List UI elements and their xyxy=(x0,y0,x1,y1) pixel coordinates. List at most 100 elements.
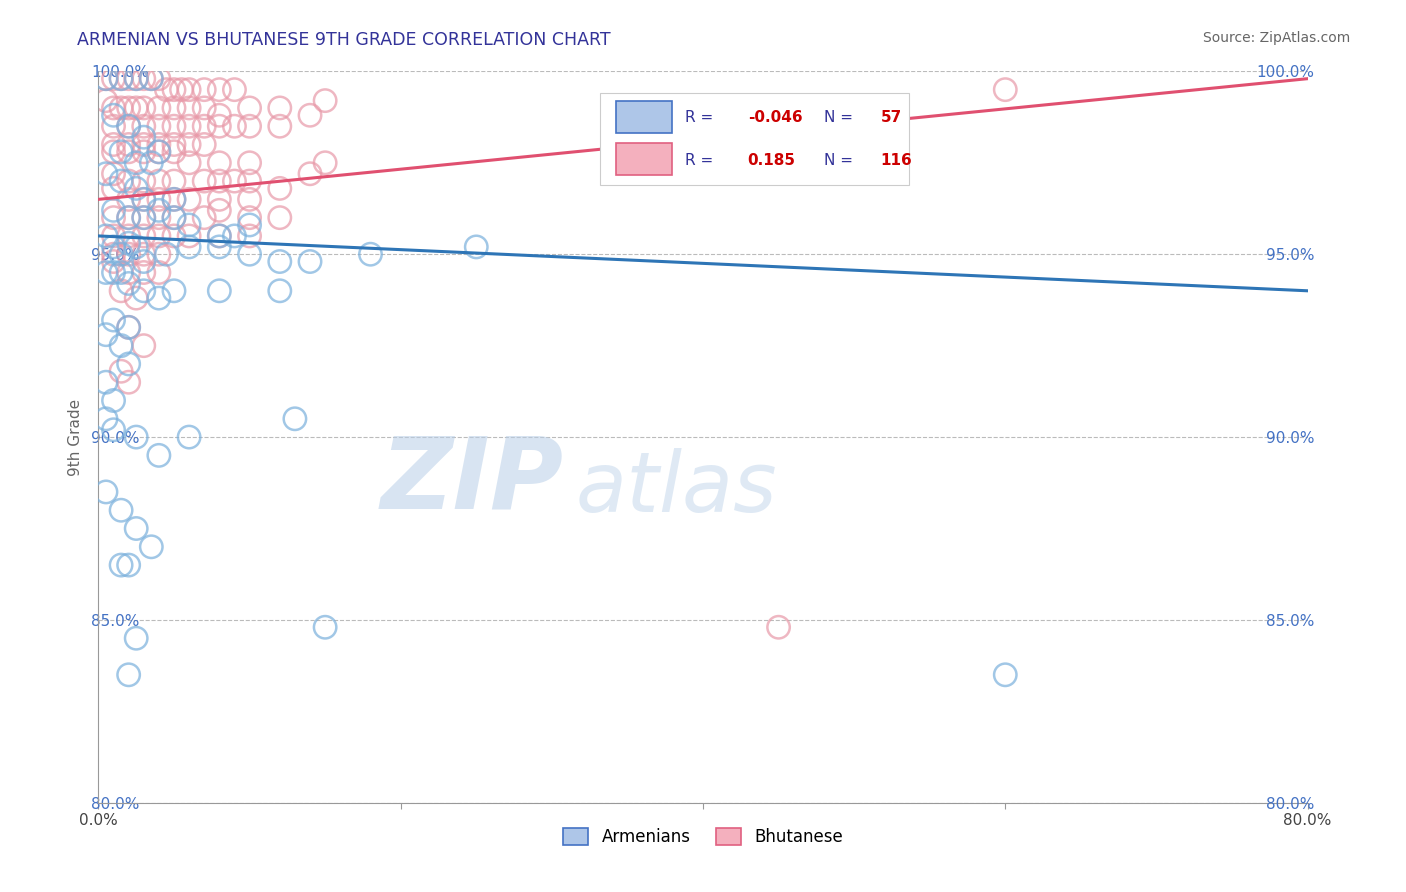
Point xyxy=(193,137,215,152)
Point xyxy=(193,83,215,97)
Point xyxy=(163,229,186,244)
Point xyxy=(132,247,155,261)
Point xyxy=(208,174,231,188)
Point xyxy=(103,108,125,122)
Point xyxy=(224,83,246,97)
Point xyxy=(208,284,231,298)
Point xyxy=(148,448,170,462)
Point xyxy=(94,167,117,181)
Point xyxy=(103,101,125,115)
Point xyxy=(239,101,262,115)
Point xyxy=(224,229,246,244)
Point xyxy=(94,327,117,342)
Text: -0.046: -0.046 xyxy=(748,111,803,126)
Point xyxy=(103,181,125,195)
Point xyxy=(110,558,132,573)
Point xyxy=(132,266,155,280)
Point xyxy=(118,193,141,207)
Point xyxy=(132,193,155,207)
Point xyxy=(132,339,155,353)
Point xyxy=(299,254,322,268)
Point xyxy=(103,211,125,225)
Point xyxy=(110,266,132,280)
Point xyxy=(193,101,215,115)
Text: 0.185: 0.185 xyxy=(748,153,796,168)
Point xyxy=(110,364,132,378)
Point xyxy=(179,430,201,444)
Text: N =: N = xyxy=(824,111,853,126)
FancyBboxPatch shape xyxy=(600,94,908,185)
Point xyxy=(269,181,291,195)
Point xyxy=(118,266,141,280)
Point xyxy=(94,71,117,86)
Point xyxy=(208,229,231,244)
Point xyxy=(110,71,132,86)
Point xyxy=(179,229,201,244)
Point xyxy=(163,145,186,159)
Point xyxy=(118,668,141,682)
Point xyxy=(239,247,262,261)
Point xyxy=(360,247,382,261)
Point xyxy=(103,120,125,134)
Point xyxy=(118,229,141,244)
Point xyxy=(132,130,155,145)
Point xyxy=(118,320,141,334)
Point xyxy=(110,145,132,159)
Point xyxy=(163,120,186,134)
Point xyxy=(125,430,148,444)
Point xyxy=(132,137,155,152)
Point xyxy=(148,203,170,218)
Point xyxy=(103,266,125,280)
Point xyxy=(314,94,336,108)
Point xyxy=(103,167,125,181)
Point xyxy=(125,240,148,254)
Point xyxy=(193,120,215,134)
Point xyxy=(208,155,231,169)
Point xyxy=(239,155,262,169)
Point xyxy=(148,71,170,86)
Point xyxy=(148,137,170,152)
Point xyxy=(179,120,201,134)
Point xyxy=(94,376,117,390)
Point xyxy=(132,211,155,225)
Point xyxy=(125,632,148,646)
Point xyxy=(208,240,231,254)
Point xyxy=(132,174,155,188)
Text: ARMENIAN VS BHUTANESE 9TH GRADE CORRELATION CHART: ARMENIAN VS BHUTANESE 9TH GRADE CORRELAT… xyxy=(77,31,612,49)
Point xyxy=(994,83,1017,97)
Point xyxy=(110,174,132,188)
Point xyxy=(163,174,186,188)
Point xyxy=(110,247,132,261)
Point xyxy=(103,137,125,152)
Point xyxy=(239,218,262,232)
Point xyxy=(103,254,125,268)
Point xyxy=(163,211,186,225)
Point xyxy=(118,357,141,371)
Point xyxy=(208,120,231,134)
Text: R =: R = xyxy=(685,111,713,126)
Point xyxy=(269,254,291,268)
Text: atlas: atlas xyxy=(576,448,778,529)
Point xyxy=(163,193,186,207)
Point xyxy=(110,101,132,115)
Point xyxy=(132,120,155,134)
Point xyxy=(103,247,125,261)
Point xyxy=(148,174,170,188)
Point xyxy=(118,320,141,334)
Point xyxy=(239,174,262,188)
Point xyxy=(118,211,141,225)
Point xyxy=(125,155,148,169)
Point xyxy=(118,211,141,225)
Point xyxy=(179,101,201,115)
Point xyxy=(94,229,117,244)
Point xyxy=(170,83,193,97)
Point xyxy=(132,145,155,159)
Point xyxy=(224,174,246,188)
Point xyxy=(118,174,141,188)
Point xyxy=(141,71,163,86)
Point xyxy=(118,558,141,573)
Point xyxy=(269,120,291,134)
Point xyxy=(155,83,177,97)
Point xyxy=(239,211,262,225)
Point xyxy=(118,145,141,159)
